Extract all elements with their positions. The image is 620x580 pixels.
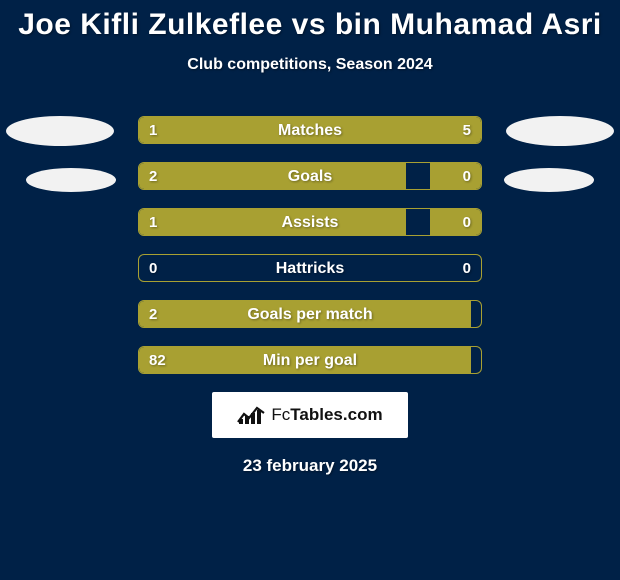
subtitle: Club competitions, Season 2024	[0, 56, 620, 74]
stat-row: 20Goals	[138, 162, 482, 190]
player1-photo-placeholder-2	[26, 168, 116, 192]
vs-separator: vs	[292, 8, 326, 41]
stat-row: 10Assists	[138, 208, 482, 236]
stat-row: 82Min per goal	[138, 346, 482, 374]
fctables-badge: FcTables.com	[212, 392, 408, 438]
player1-photo-placeholder-1	[6, 116, 114, 146]
badge-fc: Fc	[271, 405, 290, 424]
stat-label: Min per goal	[139, 347, 481, 374]
stat-label: Matches	[139, 117, 481, 144]
stat-label: Hattricks	[139, 255, 481, 282]
badge-rest: Tables.com	[290, 405, 382, 424]
stat-label: Goals	[139, 163, 481, 190]
comparison-chart: 15Matches 20Goals 10Assists 00Hattricks 2Goa…	[0, 116, 620, 374]
player2-photo-placeholder-2	[504, 168, 594, 192]
stat-row: 2Goals per match	[138, 300, 482, 328]
player1-name: Joe Kifli Zulkeflee	[18, 8, 283, 41]
stat-row: 00Hattricks	[138, 254, 482, 282]
badge-text: FcTables.com	[271, 405, 382, 425]
stat-label: Goals per match	[139, 301, 481, 328]
stat-rows: 15Matches 20Goals 10Assists 00Hattricks 2Goa…	[138, 116, 482, 374]
comparison-title: Joe Kifli Zulkeflee vs bin Muhamad Asri	[0, 0, 620, 42]
stat-row: 15Matches	[138, 116, 482, 144]
player2-name: bin Muhamad Asri	[335, 8, 602, 41]
stat-label: Assists	[139, 209, 481, 236]
chart-icon	[237, 405, 265, 425]
player2-photo-placeholder-1	[506, 116, 614, 146]
snapshot-date: 23 february 2025	[0, 456, 620, 476]
